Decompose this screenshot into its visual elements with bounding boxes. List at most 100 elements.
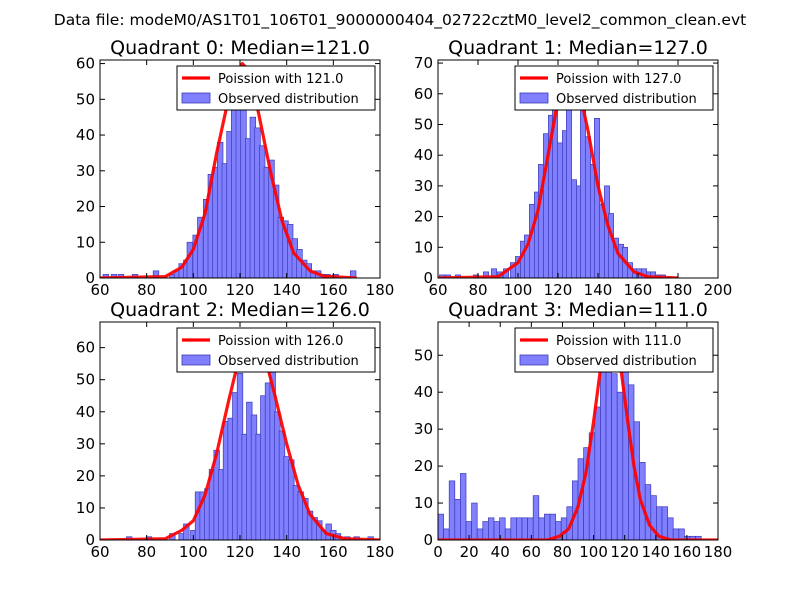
x-tick-label: 160 <box>319 543 348 561</box>
y-tick-label: 0 <box>85 269 95 287</box>
panel-title: Quadrant 3: Median=111.0 <box>448 299 708 321</box>
observed-bar <box>471 502 478 540</box>
observed-bars <box>439 93 666 278</box>
y-tick-label: 30 <box>414 420 433 438</box>
legend: Poission with 127.0 Observed distribution <box>514 65 714 111</box>
observed-bar <box>454 499 461 540</box>
observed-bar <box>443 528 450 540</box>
x-tick-label: 140 <box>584 281 613 299</box>
legend-bar-swatch <box>181 354 211 366</box>
y-tick-label: 60 <box>414 85 433 103</box>
observed-bar <box>616 391 624 540</box>
observed-bar <box>516 517 523 540</box>
y-tick-label: 10 <box>76 499 95 517</box>
x-tick-label: 140 <box>272 281 301 299</box>
legend: Poission with 126.0 Observed distribution <box>176 327 376 373</box>
legend-label-observed: Observed distribution <box>218 92 359 107</box>
x-tick-label: 160 <box>673 543 702 561</box>
figure-title: Data file: modeM0/AS1T01_106T01_90000004… <box>54 11 746 30</box>
observed-bar <box>493 521 500 540</box>
y-tick-label: 10 <box>414 494 433 512</box>
panel-title: Quadrant 2: Median=126.0 <box>110 299 370 321</box>
x-tick-label: 80 <box>137 281 156 299</box>
x-tick-label: 120 <box>226 543 255 561</box>
x-tick-label: 60 <box>428 281 447 299</box>
y-tick-label: 20 <box>76 467 95 485</box>
x-tick-label: 40 <box>491 543 510 561</box>
observed-bar <box>527 517 534 540</box>
legend-bar-swatch <box>181 92 211 104</box>
observed-bar <box>605 358 612 540</box>
y-tick-label: 20 <box>414 457 433 475</box>
x-tick-label: 180 <box>366 543 395 561</box>
observed-bar <box>557 142 563 278</box>
legend-label-poisson: Poission with 127.0 <box>556 72 681 87</box>
observed-bar <box>594 406 601 540</box>
x-tick-label: 180 <box>704 543 733 561</box>
observed-bar <box>672 528 680 540</box>
observed-bar <box>152 270 160 278</box>
y-tick-label: 50 <box>76 90 95 108</box>
x-tick-label: 100 <box>179 281 208 299</box>
legend: Poission with 121.0 Observed distribution <box>176 65 376 111</box>
x-tick-label: 140 <box>272 543 301 561</box>
observed-bar <box>460 473 467 540</box>
legend-label-observed: Observed distribution <box>556 92 697 107</box>
x-tick-label: 80 <box>137 543 156 561</box>
legend-bar-swatch <box>519 354 549 366</box>
x-tick-label: 120 <box>610 543 639 561</box>
x-tick-label: 160 <box>319 281 348 299</box>
legend-label-poisson: Poission with 126.0 <box>218 334 343 349</box>
observed-bar <box>438 513 444 540</box>
quadrant-3-panel: 0 20 40 60 80 100 120 140 160 180 0 10 20 30 40 50 Quadr… <box>414 299 732 561</box>
y-tick-label: 40 <box>414 383 433 401</box>
y-tick-label: 60 <box>76 55 95 73</box>
x-tick-label: 100 <box>504 281 533 299</box>
y-tick-label: 70 <box>414 54 433 72</box>
observed-bar <box>476 528 484 540</box>
observed-bar <box>544 513 551 540</box>
y-tick-label: 30 <box>414 177 433 195</box>
x-tick-label: 200 <box>704 281 733 299</box>
x-tick-label: 60 <box>522 543 541 561</box>
quadrant-2-panel: 60 80 100 120 140 160 180 0 10 20 30 40 50 60 Quadrant… <box>76 299 394 561</box>
x-tick-label: 0 <box>433 543 443 561</box>
y-tick-label: 0 <box>85 531 95 549</box>
y-tick-label: 40 <box>414 146 433 164</box>
legend-label-poisson: Poission with 121.0 <box>218 72 343 87</box>
x-tick-label: 160 <box>624 281 653 299</box>
observed-bar <box>488 517 495 540</box>
x-tick-label: 60 <box>90 281 109 299</box>
quadrant-0-panel: 60 80 100 120 140 160 180 0 10 20 30 40 50 60 Quadrant… <box>76 37 394 299</box>
legend-box <box>176 327 376 373</box>
observed-bar <box>532 495 540 540</box>
observed-bar <box>661 506 668 540</box>
observed-bar <box>566 93 572 278</box>
legend-label-observed: Observed distribution <box>556 354 697 369</box>
observed-bar <box>504 528 512 540</box>
x-tick-label: 120 <box>544 281 573 299</box>
observed-bar <box>538 517 545 540</box>
legend-label-observed: Observed distribution <box>218 354 359 369</box>
observed-bar <box>608 213 614 278</box>
y-tick-label: 10 <box>76 233 95 251</box>
y-tick-label: 40 <box>76 126 95 144</box>
panel-title: Quadrant 0: Median=121.0 <box>110 37 370 59</box>
panels: 60 80 100 120 140 160 1800102030405060Quadrant… <box>76 37 732 561</box>
x-tick-label: 100 <box>579 543 608 561</box>
y-tick-label: 20 <box>76 198 95 216</box>
observed-bar <box>491 268 497 278</box>
x-tick-label: 100 <box>179 543 208 561</box>
legend-label-poisson: Poission with 111.0 <box>556 334 681 349</box>
observed-bar <box>580 99 586 278</box>
x-tick-label: 140 <box>641 543 670 561</box>
legend: Poission with 111.0 Observed distribution <box>514 327 714 373</box>
observed-bar <box>571 179 577 278</box>
observed-bar <box>585 136 591 278</box>
y-tick-label: 40 <box>76 403 95 421</box>
observed-bar <box>594 117 600 278</box>
quadrant-1-panel: 60 80 100 120 140 160 180 200 0 10 20 30 40 50 60 70 Qua… <box>414 37 732 299</box>
y-tick-label: 30 <box>76 435 95 453</box>
x-tick-label: 180 <box>366 281 395 299</box>
